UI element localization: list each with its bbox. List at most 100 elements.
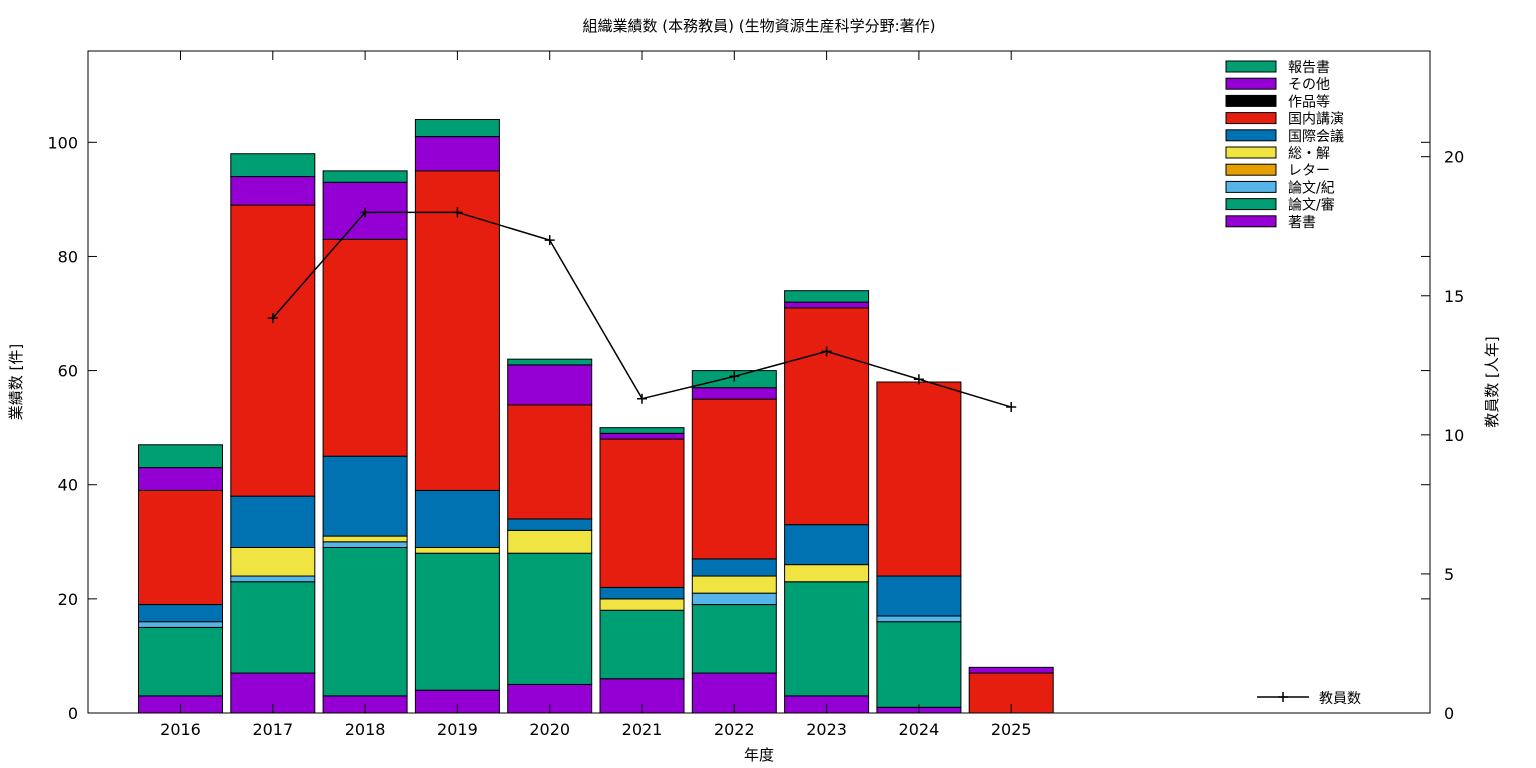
- bar-2023-s4: [784, 564, 870, 583]
- x-tick-label: 2019: [437, 720, 478, 739]
- bar-2018-s2: [322, 541, 408, 548]
- line-point: [360, 207, 371, 218]
- x-tick-label: 2022: [714, 720, 755, 739]
- y-tick-label: 60: [58, 362, 78, 381]
- legend-swatch: [1225, 198, 1277, 211]
- x-tick-label: 2018: [345, 720, 386, 739]
- bar-2022-s4: [691, 575, 777, 594]
- y-tick-label: 80: [58, 247, 78, 266]
- bar-2024-s5: [876, 575, 962, 617]
- bar-2022-s2: [691, 592, 777, 606]
- x-tick-label: 2017: [252, 720, 293, 739]
- y-tick-label: 40: [58, 476, 78, 495]
- bar-2021-s8: [599, 432, 685, 440]
- line-point: [821, 346, 832, 357]
- bar-2018-s6: [322, 238, 408, 457]
- legend-swatch: [1225, 60, 1277, 73]
- line-point: [544, 235, 555, 246]
- y-tick-label: 20: [58, 590, 78, 609]
- line-legend-label: 教員数: [1319, 691, 1361, 707]
- x-tick-label: 2023: [806, 720, 847, 739]
- legend-swatch: [1225, 180, 1277, 193]
- legend-label: 報告書: [1288, 60, 1330, 76]
- bar-2019-s8: [414, 136, 500, 172]
- legend-label: 国際会議: [1288, 128, 1344, 145]
- x-tick-label: 2016: [160, 720, 201, 739]
- bars-group: [138, 118, 1054, 714]
- line-legend: 教員数: [1257, 691, 1361, 707]
- x-axis-label: 年度: [744, 746, 774, 764]
- x-tick-label: 2021: [622, 720, 663, 739]
- legend-label: レター: [1288, 163, 1330, 179]
- y2-axis-label: 教員数 [人年]: [1483, 336, 1501, 427]
- bar-2016-s2: [138, 621, 223, 628]
- bar-2017-s2: [230, 575, 316, 583]
- bar-2019-s5: [414, 489, 500, 548]
- bar-2023-s5: [784, 524, 870, 566]
- bar-2023-s6: [784, 307, 870, 526]
- y2-tick-label: 5: [1444, 565, 1454, 584]
- bar-2018-s1: [322, 547, 408, 697]
- y2-tick-label: 20: [1444, 148, 1464, 167]
- bar-2019-s1: [414, 552, 500, 691]
- x-axis: 2016 2017 2018 2019 2020 2021 2022 2023 2024 2025: [160, 51, 1032, 739]
- x-tick-label: 2020: [529, 720, 570, 739]
- y-tick-label: 100: [47, 133, 78, 152]
- plot-frame: [87, 50, 1431, 714]
- y-axis: 0 20 40 60 80 100: [47, 133, 1430, 723]
- bar-2017-s8: [230, 176, 316, 206]
- bar-2020-s9: [507, 358, 593, 366]
- legend-label: 論文/審: [1288, 198, 1335, 214]
- bar-2021-s6: [599, 438, 685, 588]
- bar-2023-s8: [784, 301, 870, 309]
- legend-label: 総・解: [1288, 146, 1330, 162]
- legend-label: 論文/紀: [1288, 180, 1335, 196]
- line-point: [267, 313, 278, 324]
- bar-2016-s6: [138, 489, 223, 606]
- legend-swatch: [1225, 146, 1277, 159]
- bar-2017-s6: [230, 204, 316, 497]
- y2-tick-label: 0: [1444, 704, 1454, 723]
- line-point: [452, 207, 463, 218]
- x-tick-label: 2025: [991, 720, 1032, 739]
- bar-2017-s5: [230, 495, 316, 549]
- y-tick-label: 0: [68, 704, 78, 723]
- bar-2016-s9: [138, 444, 223, 469]
- line-point: [637, 393, 647, 404]
- y-axis-label: 業績数 [件]: [7, 344, 25, 420]
- bar-2016-s1: [138, 626, 223, 697]
- bar-2020-s5: [507, 518, 593, 531]
- bar-2016-s8: [138, 467, 223, 491]
- line-legend-marker: [1278, 692, 1288, 702]
- bar-2024-s6: [876, 381, 962, 577]
- bar-2020-s8: [507, 364, 593, 406]
- y2-tick-label: 15: [1444, 287, 1464, 306]
- bar-2018-s5: [322, 455, 408, 537]
- bar-2022-s1: [691, 604, 777, 674]
- bar-2022-s6: [691, 398, 777, 560]
- bar-2020-s6: [507, 404, 593, 520]
- bar-2022-s8: [691, 387, 777, 400]
- legend-swatch: [1225, 163, 1277, 176]
- y2-tick-label: 10: [1444, 426, 1464, 445]
- bar-2018-s4: [322, 535, 408, 543]
- bar-2021-s1: [599, 609, 685, 680]
- legend-label: 国内講演: [1288, 112, 1344, 128]
- bar-2021-s5: [599, 586, 685, 600]
- bar-2017-s1: [230, 581, 316, 674]
- bar-2023-s1: [784, 581, 870, 697]
- line-point: [729, 371, 740, 382]
- bar-2024-s1: [876, 621, 962, 708]
- line-point: [1006, 402, 1017, 413]
- legend-swatch: [1225, 94, 1277, 107]
- bar-2025-s8: [968, 666, 1054, 674]
- bar-2018-s9: [322, 170, 408, 183]
- bar-2016-s5: [138, 604, 223, 623]
- bar-2024-s2: [876, 615, 962, 623]
- bar-2020-s1: [507, 552, 593, 685]
- bar-2019-s9: [414, 118, 500, 138]
- legend-label: その他: [1288, 77, 1330, 93]
- y2-axis: 0 5 10 15 20: [1421, 148, 1464, 723]
- bar-2017-s9: [230, 153, 316, 178]
